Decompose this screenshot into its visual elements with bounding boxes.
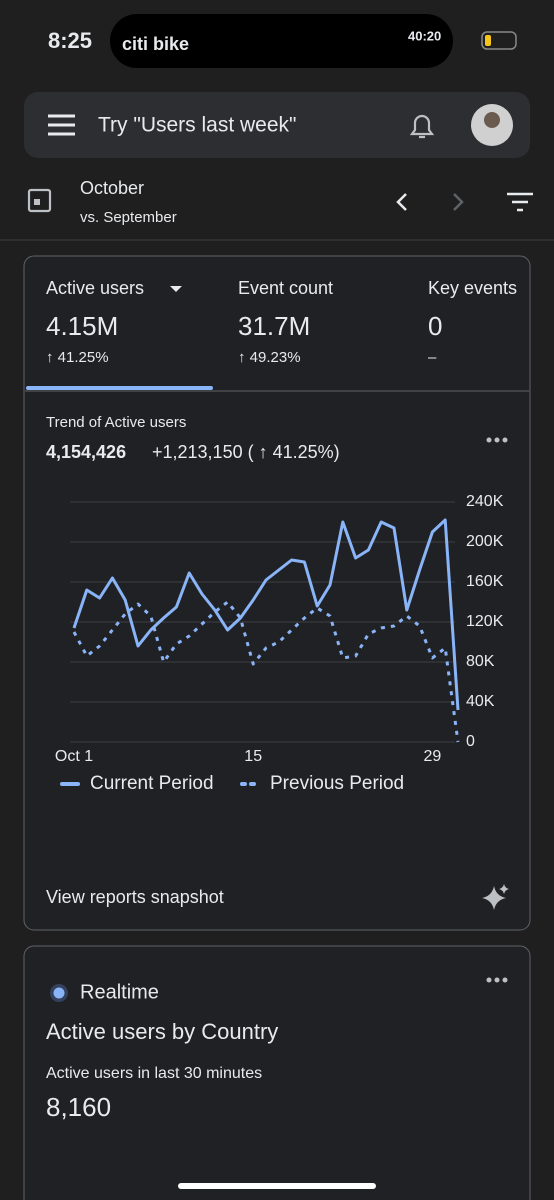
menu-icon[interactable]	[48, 114, 75, 136]
dropdown-icon[interactable]	[170, 286, 182, 292]
x-tick-label: Oct 1	[55, 748, 93, 765]
app-name: citi bike	[122, 34, 189, 54]
metric-change: ↑ 41.25%	[46, 349, 109, 366]
trend-total: 4,154,426	[46, 442, 126, 462]
battery-level	[485, 35, 491, 46]
metric-value: 4.15M	[46, 311, 118, 341]
search-bar[interactable]	[24, 92, 530, 158]
trend-delta: +1,213,150 ( ↑ 41.25%)	[152, 442, 340, 462]
series-line	[72, 600, 460, 743]
dynamic-island	[110, 14, 453, 68]
realtime-dot	[53, 987, 65, 999]
realtime-title: Active users by Country	[46, 1019, 278, 1044]
realtime-value: 8,160	[46, 1092, 111, 1122]
period[interactable]: October	[80, 178, 144, 198]
battery	[481, 31, 517, 50]
realtime-card	[23, 945, 531, 1200]
y-tick-label: 80K	[466, 653, 495, 670]
y-tick-label: 0	[466, 733, 475, 750]
metric-label: Key events	[428, 278, 517, 298]
y-tick-label: 40K	[466, 693, 495, 710]
y-tick-label: 160K	[466, 573, 504, 590]
y-tick-label: 240K	[466, 493, 504, 510]
trend-title: Trend of Active users	[46, 414, 186, 431]
clock: 8:25	[48, 28, 92, 53]
realtime-label: Realtime	[80, 981, 159, 1003]
y-tick-label: 200K	[466, 533, 504, 550]
metric-value: 0	[428, 311, 442, 341]
legend-label: Current Period	[90, 773, 214, 794]
tab-indicator	[26, 386, 213, 390]
metric-label: Active users	[46, 278, 144, 298]
realtime-subtitle: Active users in last 30 minutes	[46, 1065, 262, 1082]
trend-chart: 0 40K 80K 120K 160K 200K 240K Oct 1 15 29 Current …	[55, 493, 504, 794]
overview-card	[23, 255, 531, 931]
x-tick-label: 15	[244, 748, 262, 765]
more-icon[interactable]	[486, 437, 508, 443]
legend-label: Previous Period	[270, 773, 404, 794]
comparison[interactable]: vs. September	[80, 209, 177, 226]
calendar-dot	[34, 199, 40, 205]
avatar-face	[484, 112, 500, 128]
search-placeholder[interactable]: Try "Users last week"	[98, 114, 297, 137]
timer: 40:20	[408, 28, 441, 43]
home-indicator	[178, 1183, 376, 1189]
next-button[interactable]	[453, 193, 464, 211]
x-tick-label: 29	[424, 748, 442, 765]
metric-label: Event count	[238, 278, 333, 298]
y-tick-label: 120K	[466, 613, 504, 630]
series-line	[72, 518, 460, 711]
metric-change: ↑ 49.23%	[238, 349, 301, 366]
metric-change: –	[428, 349, 437, 366]
calendar-icon[interactable]	[27, 188, 52, 213]
prev-button[interactable]	[396, 193, 407, 211]
filter-icon[interactable]	[507, 192, 533, 212]
metric-value: 31.7M	[238, 311, 310, 341]
snapshot-link[interactable]: View reports snapshot	[46, 887, 224, 907]
bell-icon[interactable]	[409, 114, 435, 139]
more-icon[interactable]	[486, 977, 508, 983]
metrics: Active users 4.15M ↑ 41.25% Event count 31.7…	[46, 278, 517, 366]
sparkle-icon[interactable]	[482, 884, 509, 910]
